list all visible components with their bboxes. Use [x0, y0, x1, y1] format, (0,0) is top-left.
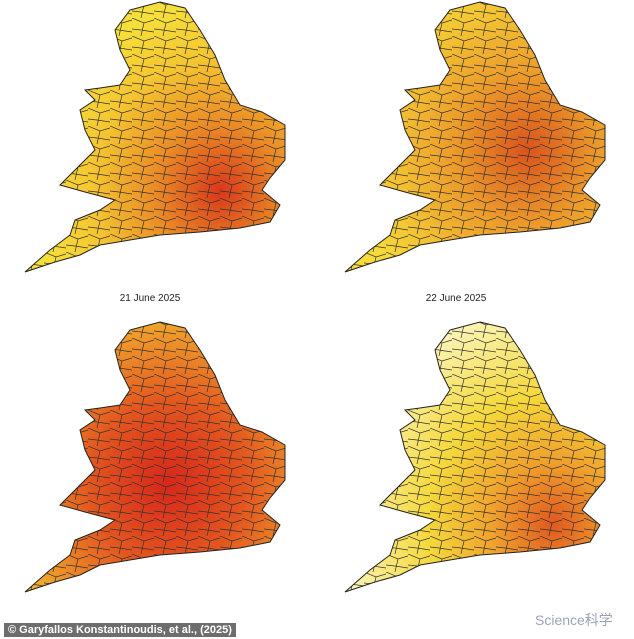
- map-label: 22 June 2025: [425, 293, 487, 304]
- map-panel: [24, 1, 286, 273]
- watermark: Science科学: [535, 612, 613, 628]
- map-panel: [24, 321, 286, 593]
- map-panel: [344, 1, 606, 273]
- credit: © Garyfallos Konstantinoudis, et al., (2…: [4, 623, 236, 637]
- map-panel: [344, 321, 606, 593]
- map-label: 21 June 2025: [119, 293, 181, 304]
